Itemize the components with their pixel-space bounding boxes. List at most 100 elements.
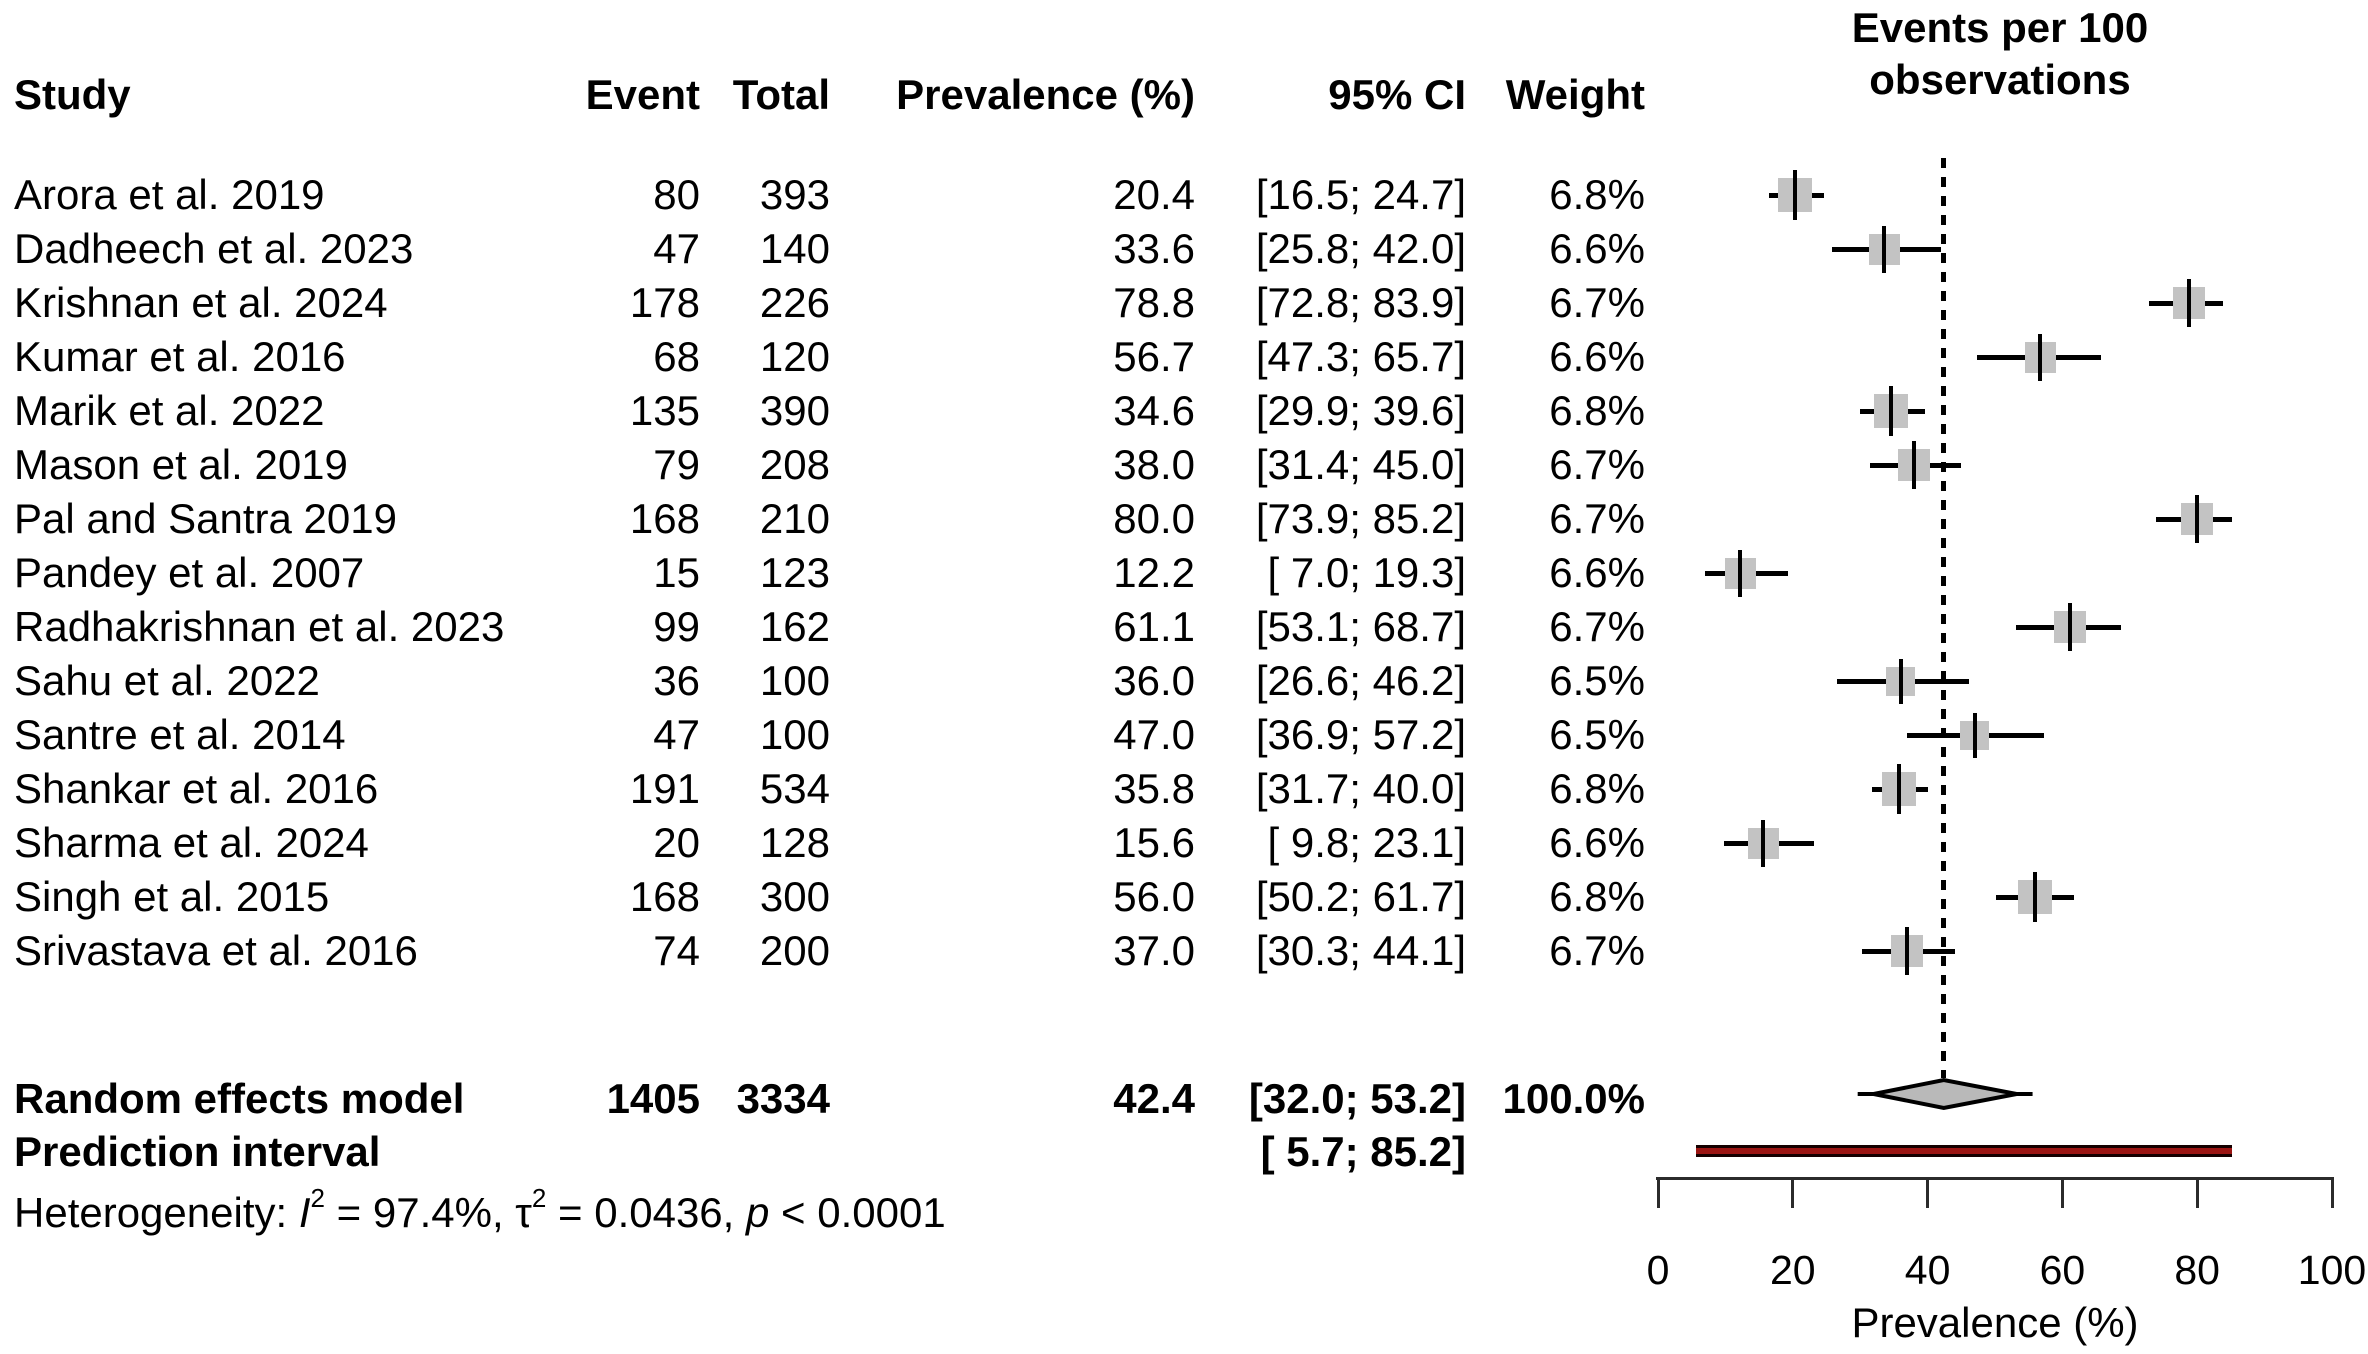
het-seg2: = 0.0436, xyxy=(546,1189,747,1236)
study-name-cell: Radhakrishnan et al. 2023 xyxy=(14,603,505,650)
total-cell: 210 xyxy=(759,495,830,542)
total-cell: 128 xyxy=(759,819,830,866)
total-cell: 390 xyxy=(759,387,830,434)
weight-cell: 6.8% xyxy=(1549,765,1645,812)
weight-cell: 6.8% xyxy=(1549,171,1645,218)
total-cell: 300 xyxy=(759,873,830,920)
total-cell: 100 xyxy=(759,657,830,704)
event-cell: 80 xyxy=(653,171,700,218)
point-tick xyxy=(1793,170,1798,220)
study-name-cell: Krishnan et al. 2024 xyxy=(14,279,388,326)
event-cell: 36 xyxy=(653,657,700,704)
axis-tick xyxy=(1791,1179,1795,1208)
x-axis-title: Prevalence (%) xyxy=(1851,1299,2139,1346)
prevalence-cell: 37.0 xyxy=(1113,927,1195,974)
total-cell: 120 xyxy=(759,333,830,380)
point-tick xyxy=(1882,225,1887,273)
study-name-cell: Mason et al. 2019 xyxy=(14,441,348,488)
event-cell: 168 xyxy=(629,873,700,920)
weight-cell: 6.6% xyxy=(1549,225,1645,272)
total-cell: 140 xyxy=(759,225,830,272)
prevalence-cell: 35.8 xyxy=(1113,765,1195,812)
axis-tick-label: 0 xyxy=(1646,1247,1670,1293)
axis-tick-label: 100 xyxy=(2297,1247,2367,1293)
plot-header-line1: Events per 100 xyxy=(1851,4,2149,51)
prevalence-cell: 78.8 xyxy=(1113,279,1195,326)
event-cell: 47 xyxy=(653,225,700,272)
axis-tick xyxy=(1926,1179,1930,1208)
prevalence-cell: 80.0 xyxy=(1113,495,1195,542)
axis-tick xyxy=(2060,1179,2064,1208)
het-seg3: < 0.0001 xyxy=(769,1189,946,1236)
event-cell: 47 xyxy=(653,711,700,758)
total-cell: 393 xyxy=(759,171,830,218)
event-cell: 74 xyxy=(653,927,700,974)
total-cell: 226 xyxy=(759,279,830,326)
ci-cell: [29.9; 39.6] xyxy=(1255,387,1466,434)
weight-cell: 6.6% xyxy=(1549,819,1645,866)
event-cell: 15 xyxy=(653,549,700,596)
study-name-cell: Sahu et al. 2022 xyxy=(14,657,320,704)
axis-tick xyxy=(2195,1179,2199,1208)
point-tick xyxy=(1761,819,1766,867)
prevalence-cell: 56.7 xyxy=(1113,333,1195,380)
point-tick xyxy=(2033,872,2038,922)
study-name-cell: Singh et al. 2015 xyxy=(14,873,330,920)
column-header-study: Study xyxy=(14,71,131,118)
column-header-ci: 95% CI xyxy=(1328,71,1466,118)
weight-cell: 6.7% xyxy=(1549,927,1645,974)
weight-cell: 6.6% xyxy=(1549,549,1645,596)
ci-cell: [31.4; 45.0] xyxy=(1255,441,1466,488)
prediction-interval-ci: [ 5.7; 85.2] xyxy=(1260,1128,1466,1175)
study-name-cell: Santre et al. 2014 xyxy=(14,711,346,758)
het-prefix: Heterogeneity: xyxy=(14,1189,299,1236)
prevalence-cell: 47.0 xyxy=(1113,711,1195,758)
event-cell: 20 xyxy=(653,819,700,866)
ci-cell: [31.7; 40.0] xyxy=(1255,765,1466,812)
total-cell: 123 xyxy=(759,549,830,596)
axis-tick xyxy=(2330,1179,2334,1208)
event-cell: 68 xyxy=(653,333,700,380)
weight-cell: 6.7% xyxy=(1549,603,1645,650)
random-effects-ci: [32.0; 53.2] xyxy=(1248,1075,1466,1122)
point-tick xyxy=(1972,712,1977,758)
ci-cell: [26.6; 46.2] xyxy=(1255,657,1466,704)
point-tick xyxy=(2067,603,2072,651)
prevalence-cell: 33.6 xyxy=(1113,225,1195,272)
ci-cell: [73.9; 85.2] xyxy=(1255,495,1466,542)
event-cell: 99 xyxy=(653,603,700,650)
study-name-cell: Srivastava et al. 2016 xyxy=(14,927,418,974)
ci-cell: [50.2; 61.7] xyxy=(1255,873,1466,920)
column-header-weight: Weight xyxy=(1505,71,1645,118)
prevalence-cell: 38.0 xyxy=(1113,441,1195,488)
ci-cell: [53.1; 68.7] xyxy=(1255,603,1466,650)
het-tau-symbol: τ xyxy=(515,1189,532,1236)
prevalence-cell: 15.6 xyxy=(1113,819,1195,866)
column-header-total: Total xyxy=(732,71,830,118)
column-header-prevalence: Prevalence (%) xyxy=(896,71,1195,118)
ci-cell: [72.8; 83.9] xyxy=(1255,279,1466,326)
random-effects-event: 1405 xyxy=(606,1075,700,1122)
point-tick xyxy=(1905,927,1910,975)
x-axis-line xyxy=(1656,1177,2334,1180)
het-i-sup: 2 xyxy=(310,1183,325,1213)
prevalence-cell: 56.0 xyxy=(1113,873,1195,920)
axis-tick xyxy=(1656,1179,1660,1208)
point-tick xyxy=(1912,441,1917,489)
weight-cell: 6.5% xyxy=(1549,711,1645,758)
study-name-cell: Sharma et al. 2024 xyxy=(14,819,369,866)
ci-cell: [ 9.8; 23.1] xyxy=(1267,819,1466,866)
plot-column-header: Events per 100 observations xyxy=(1660,2,2340,106)
point-tick xyxy=(1898,658,1903,704)
random-effects-prevalence: 42.4 xyxy=(1113,1075,1195,1122)
column-header-event: Event xyxy=(585,71,700,118)
random-effects-total: 3334 xyxy=(736,1075,830,1122)
event-cell: 191 xyxy=(629,765,700,812)
prevalence-cell: 34.6 xyxy=(1113,387,1195,434)
point-tick xyxy=(2195,495,2200,543)
total-cell: 534 xyxy=(759,765,830,812)
ci-cell: [25.8; 42.0] xyxy=(1255,225,1466,272)
study-name-cell: Shankar et al. 2016 xyxy=(14,765,379,812)
study-name-cell: Pandey et al. 2007 xyxy=(14,549,365,596)
point-tick xyxy=(1897,764,1902,814)
